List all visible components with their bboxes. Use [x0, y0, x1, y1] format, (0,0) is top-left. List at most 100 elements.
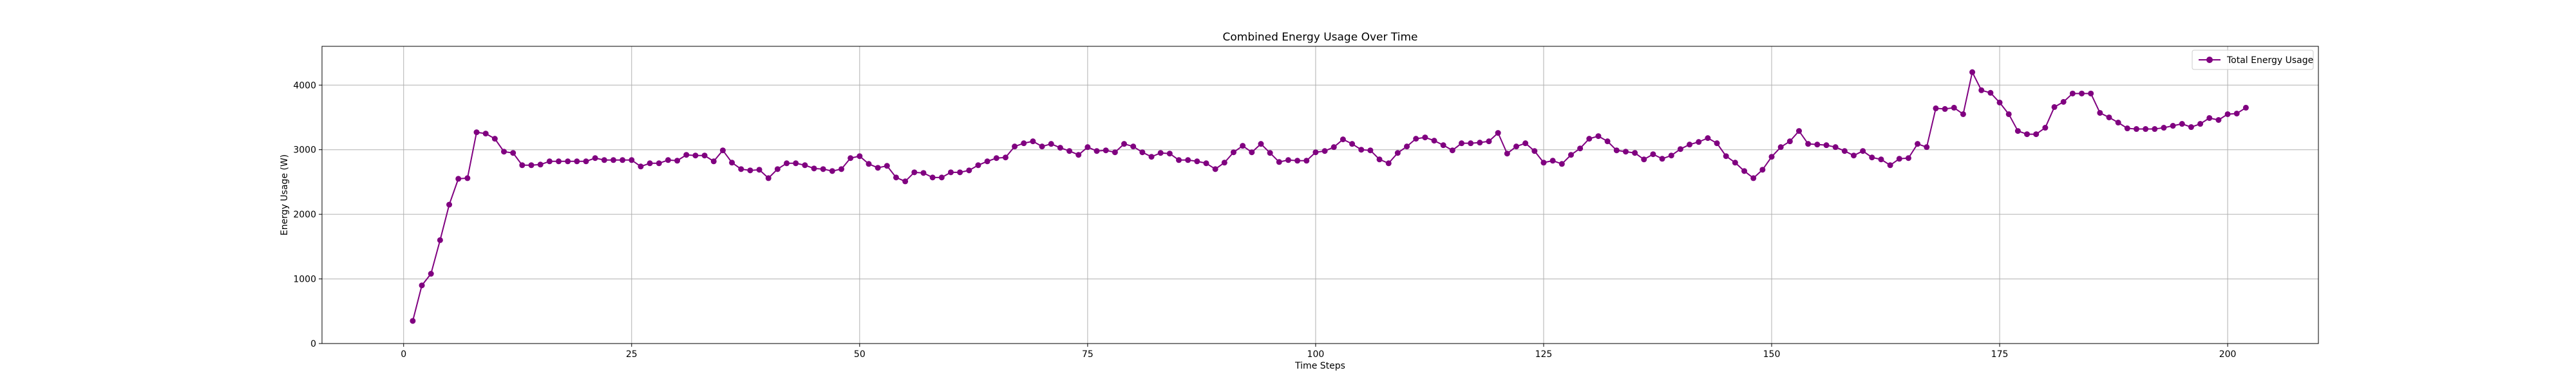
data-point	[1705, 135, 1711, 142]
data-point	[1595, 133, 1602, 140]
data-point	[1714, 140, 1720, 147]
data-point	[2106, 114, 2112, 120]
data-point	[2143, 126, 2149, 133]
data-point	[1185, 157, 1191, 163]
data-point	[729, 160, 735, 166]
data-point	[1549, 158, 1556, 164]
plot-area-background	[322, 46, 2318, 344]
data-point	[1567, 152, 1574, 158]
data-point	[1349, 141, 1356, 147]
data-point	[1915, 141, 1921, 147]
data-point	[793, 160, 799, 167]
data-point	[1741, 168, 1748, 174]
data-point	[1969, 69, 1976, 75]
legend-marker-swatch	[2206, 57, 2213, 63]
data-point	[583, 158, 589, 165]
data-point	[2206, 115, 2213, 121]
data-point	[565, 158, 571, 165]
data-point	[710, 158, 717, 165]
data-point	[455, 176, 462, 182]
data-point	[1732, 160, 1738, 166]
data-point	[1139, 149, 1146, 156]
data-point	[1996, 99, 2003, 106]
data-point	[2133, 126, 2139, 133]
data-point	[1468, 140, 1474, 147]
data-point	[1130, 143, 1137, 150]
y-tick-label: 0	[310, 339, 316, 349]
data-point	[1230, 149, 1236, 156]
data-point	[1321, 148, 1328, 154]
data-point	[1413, 136, 1419, 142]
data-point	[957, 169, 963, 176]
data-point	[975, 162, 981, 169]
data-point	[674, 158, 681, 164]
data-point	[866, 161, 872, 167]
data-point	[592, 155, 598, 161]
data-point	[1103, 147, 1109, 154]
data-point	[1869, 154, 1875, 161]
data-point	[1148, 154, 1155, 160]
data-point	[1358, 147, 1365, 153]
data-point	[1340, 136, 1346, 143]
data-point	[993, 155, 999, 161]
data-point	[638, 163, 644, 170]
data-point	[1194, 158, 1200, 165]
data-point	[2088, 90, 2094, 96]
data-point	[1002, 154, 1009, 161]
data-point	[1376, 156, 1383, 163]
data-point	[2069, 90, 2076, 96]
data-point	[1622, 149, 1629, 155]
data-point	[1586, 136, 1593, 142]
data-point	[620, 157, 626, 163]
data-point	[1768, 154, 1775, 160]
data-point	[1221, 160, 1227, 166]
data-point	[929, 174, 936, 181]
data-point	[1522, 140, 1529, 147]
data-point	[1057, 145, 1063, 151]
data-point	[2124, 125, 2130, 132]
data-point	[1094, 148, 1100, 154]
data-point	[1166, 151, 1173, 157]
data-point	[1312, 149, 1319, 156]
data-point	[1650, 151, 1656, 158]
data-point	[1987, 89, 1994, 96]
data-point	[1048, 141, 1054, 147]
data-point	[610, 157, 616, 163]
data-point	[1175, 157, 1182, 163]
data-point	[911, 169, 918, 176]
data-point	[1513, 143, 1519, 150]
data-point	[1860, 148, 1866, 154]
plot-frame	[321, 46, 2319, 344]
data-point	[528, 162, 535, 169]
data-point	[2024, 131, 2031, 138]
x-axis: 0 25 50 75 100 125 150 175 200	[401, 344, 2236, 360]
data-point	[1632, 150, 1638, 156]
data-point	[2042, 125, 2049, 131]
data-point	[2115, 120, 2121, 126]
data-point	[1960, 111, 1966, 117]
data-point	[2197, 121, 2204, 127]
data-point	[1066, 148, 1073, 154]
data-point	[1823, 142, 1830, 149]
data-point	[556, 158, 562, 165]
x-tick-label: 175	[1991, 349, 2009, 360]
data-point	[1112, 149, 1118, 156]
data-point	[1021, 140, 1027, 147]
data-point	[437, 237, 443, 243]
series-layer	[410, 69, 2249, 324]
data-point	[1577, 145, 1584, 152]
data-point	[1841, 148, 1848, 154]
data-point	[1696, 139, 1702, 145]
data-point	[1978, 87, 1985, 93]
data-point	[1558, 161, 1565, 167]
data-point	[410, 318, 416, 324]
data-point	[2224, 111, 2231, 117]
data-point	[774, 166, 781, 172]
data-point	[756, 167, 762, 173]
data-point	[629, 157, 635, 163]
data-point	[1303, 158, 1310, 164]
data-point	[1795, 128, 1802, 134]
data-point	[893, 174, 899, 181]
data-point	[1075, 152, 1082, 158]
data-point	[546, 158, 553, 165]
